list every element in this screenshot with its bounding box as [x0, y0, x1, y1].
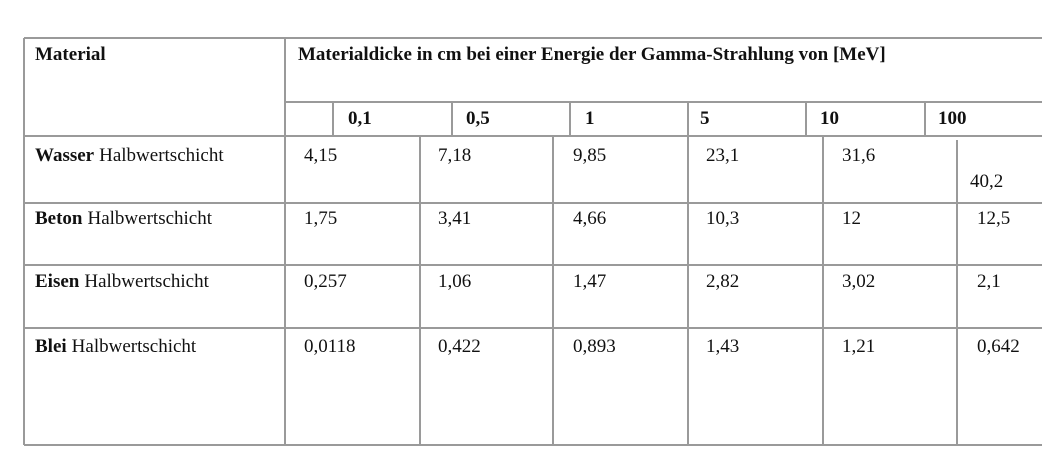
- cell-value: 31,6: [842, 145, 876, 166]
- energy-header: 10: [820, 108, 839, 129]
- cell-value: 4,66: [573, 208, 607, 229]
- cell-value: 23,1: [706, 145, 740, 166]
- cell-value: 12,5: [977, 208, 1011, 229]
- cell-value: 4,15: [304, 145, 338, 166]
- energy-header: 0,5: [466, 108, 490, 129]
- row-material: Beton: [35, 208, 83, 229]
- row-label: Halbwertschicht: [71, 336, 197, 357]
- cell-value: 3,02: [842, 271, 876, 292]
- cell-value: 1,75: [304, 208, 338, 229]
- energy-header: 5: [700, 108, 710, 129]
- cell-value: 10,3: [706, 208, 740, 229]
- cell-value: 0,642: [977, 336, 1020, 357]
- row-material: Eisen: [35, 271, 80, 292]
- cell-value: 1,43: [706, 336, 740, 357]
- cell-value: 12: [842, 208, 861, 229]
- cell-value: 2,82: [706, 271, 740, 292]
- row-label: Halbwertschicht: [84, 271, 209, 292]
- cell-value: 0,422: [438, 336, 481, 357]
- cell-value: 1,47: [573, 271, 607, 292]
- cell-value: 9,85: [573, 145, 607, 166]
- cell-value: 1,21: [842, 336, 876, 357]
- cell-value: 1,06: [438, 271, 472, 292]
- cell-value: 7,18: [438, 145, 472, 166]
- cell-value: 2,1: [977, 271, 1001, 292]
- cell-value: 0,257: [304, 271, 347, 292]
- row-label: Halbwertschicht: [99, 145, 224, 166]
- row-material: Blei: [35, 336, 67, 357]
- cell-value: 40,2: [970, 171, 1004, 192]
- cell-value: 3,41: [438, 208, 472, 229]
- energy-header: 1: [585, 108, 595, 129]
- row-material: Wasser: [35, 145, 95, 166]
- cell-value: 0,893: [573, 336, 616, 357]
- row-label: Halbwertschicht: [87, 208, 213, 229]
- header-material: Material: [35, 44, 106, 65]
- header-title: Materialdicke in cm bei einer Energie de…: [298, 44, 886, 65]
- energy-header: 0,1: [348, 108, 372, 129]
- cell-value: 0,0118: [304, 336, 356, 357]
- energy-header: 100: [938, 108, 967, 129]
